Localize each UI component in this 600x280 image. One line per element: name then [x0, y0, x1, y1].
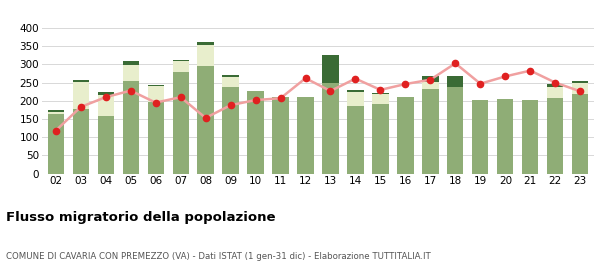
Text: Flusso migratorio della popolazione: Flusso migratorio della popolazione [6, 211, 275, 224]
Bar [197, 42, 214, 45]
Bar [547, 84, 563, 87]
Bar [422, 81, 439, 89]
Bar [197, 45, 214, 66]
Bar [272, 97, 289, 174]
Bar [223, 87, 239, 174]
Bar [47, 113, 64, 114]
Bar [397, 97, 413, 174]
Bar [447, 87, 463, 174]
Bar [148, 85, 164, 86]
Bar [322, 55, 338, 83]
Bar [522, 100, 538, 174]
Bar [547, 98, 563, 174]
Bar [373, 104, 389, 174]
Bar [73, 81, 89, 109]
Bar [572, 83, 589, 94]
Bar [373, 93, 389, 94]
Bar [347, 92, 364, 106]
Bar [547, 87, 563, 98]
Bar [122, 81, 139, 174]
Bar [223, 77, 239, 87]
Bar [373, 94, 389, 104]
Bar [98, 92, 114, 95]
Bar [197, 66, 214, 174]
Bar [173, 73, 189, 174]
Bar [98, 95, 114, 116]
Bar [173, 60, 189, 62]
Bar [447, 76, 463, 87]
Bar [148, 86, 164, 102]
Bar [173, 62, 189, 73]
Text: COMUNE DI CAVARIA CON PREMEZZO (VA) - Dati ISTAT (1 gen-31 dic) - Elaborazione T: COMUNE DI CAVARIA CON PREMEZZO (VA) - Da… [6, 252, 431, 261]
Bar [47, 114, 64, 174]
Bar [572, 94, 589, 174]
Bar [73, 109, 89, 174]
Bar [497, 99, 514, 174]
Bar [223, 75, 239, 77]
Bar [422, 76, 439, 81]
Bar [122, 61, 139, 65]
Bar [472, 100, 488, 174]
Bar [98, 116, 114, 174]
Bar [148, 102, 164, 174]
Bar [247, 91, 263, 174]
Bar [347, 90, 364, 92]
Bar [422, 89, 439, 174]
Bar [572, 81, 589, 83]
Bar [322, 83, 338, 174]
Bar [347, 106, 364, 174]
Bar [298, 97, 314, 174]
Bar [47, 109, 64, 113]
Bar [122, 65, 139, 81]
Bar [73, 80, 89, 81]
